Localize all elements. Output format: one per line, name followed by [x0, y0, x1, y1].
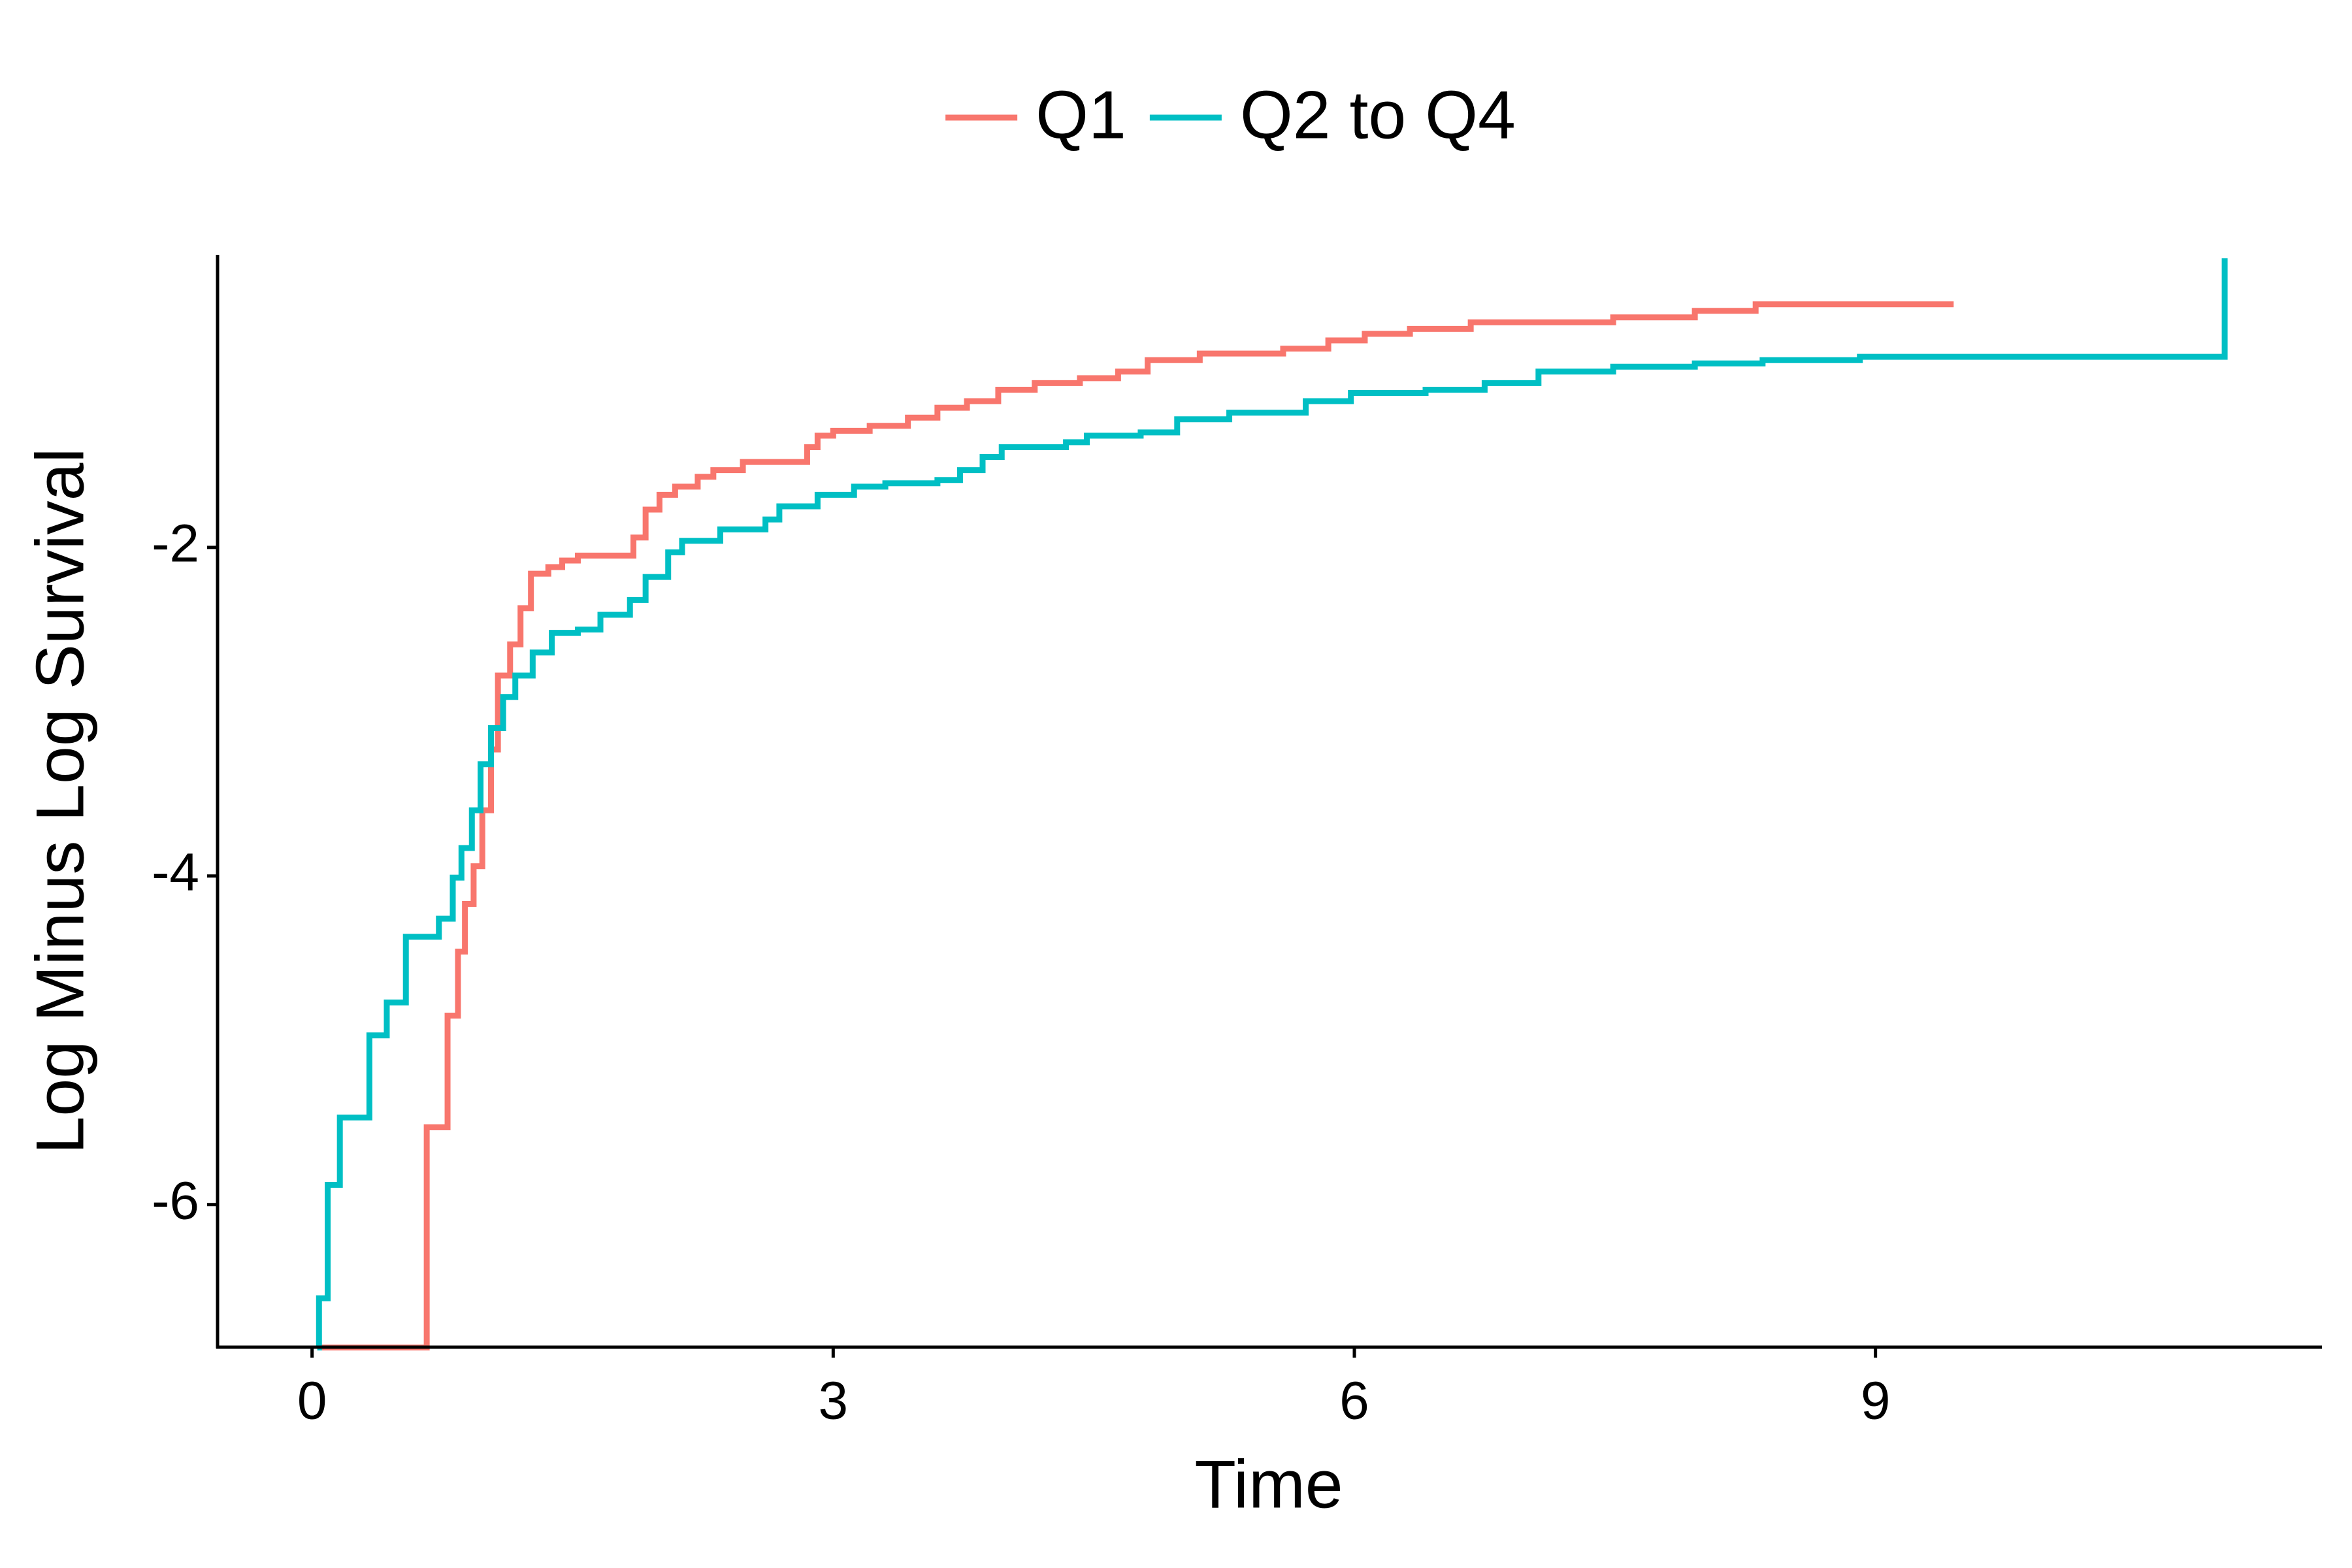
step-line — [316, 258, 2228, 1350]
y-tick-label: -6 — [152, 1171, 199, 1230]
legend-label: Q1 — [1036, 77, 1126, 153]
step-line — [317, 301, 1954, 1350]
x-tick-label: 3 — [819, 1371, 849, 1431]
x-axis-title: Time — [1194, 1446, 1343, 1522]
x-tick-label: 9 — [1861, 1371, 1891, 1431]
x-tick-label: 6 — [1339, 1371, 1369, 1431]
y-tick-label: -2 — [152, 514, 199, 574]
legend-label: Q2 to Q4 — [1240, 77, 1516, 153]
y-tick-label: -4 — [152, 842, 199, 902]
x-tick-label: 0 — [297, 1371, 327, 1431]
y-axis-title: Log Minus Log Survival — [22, 448, 98, 1154]
